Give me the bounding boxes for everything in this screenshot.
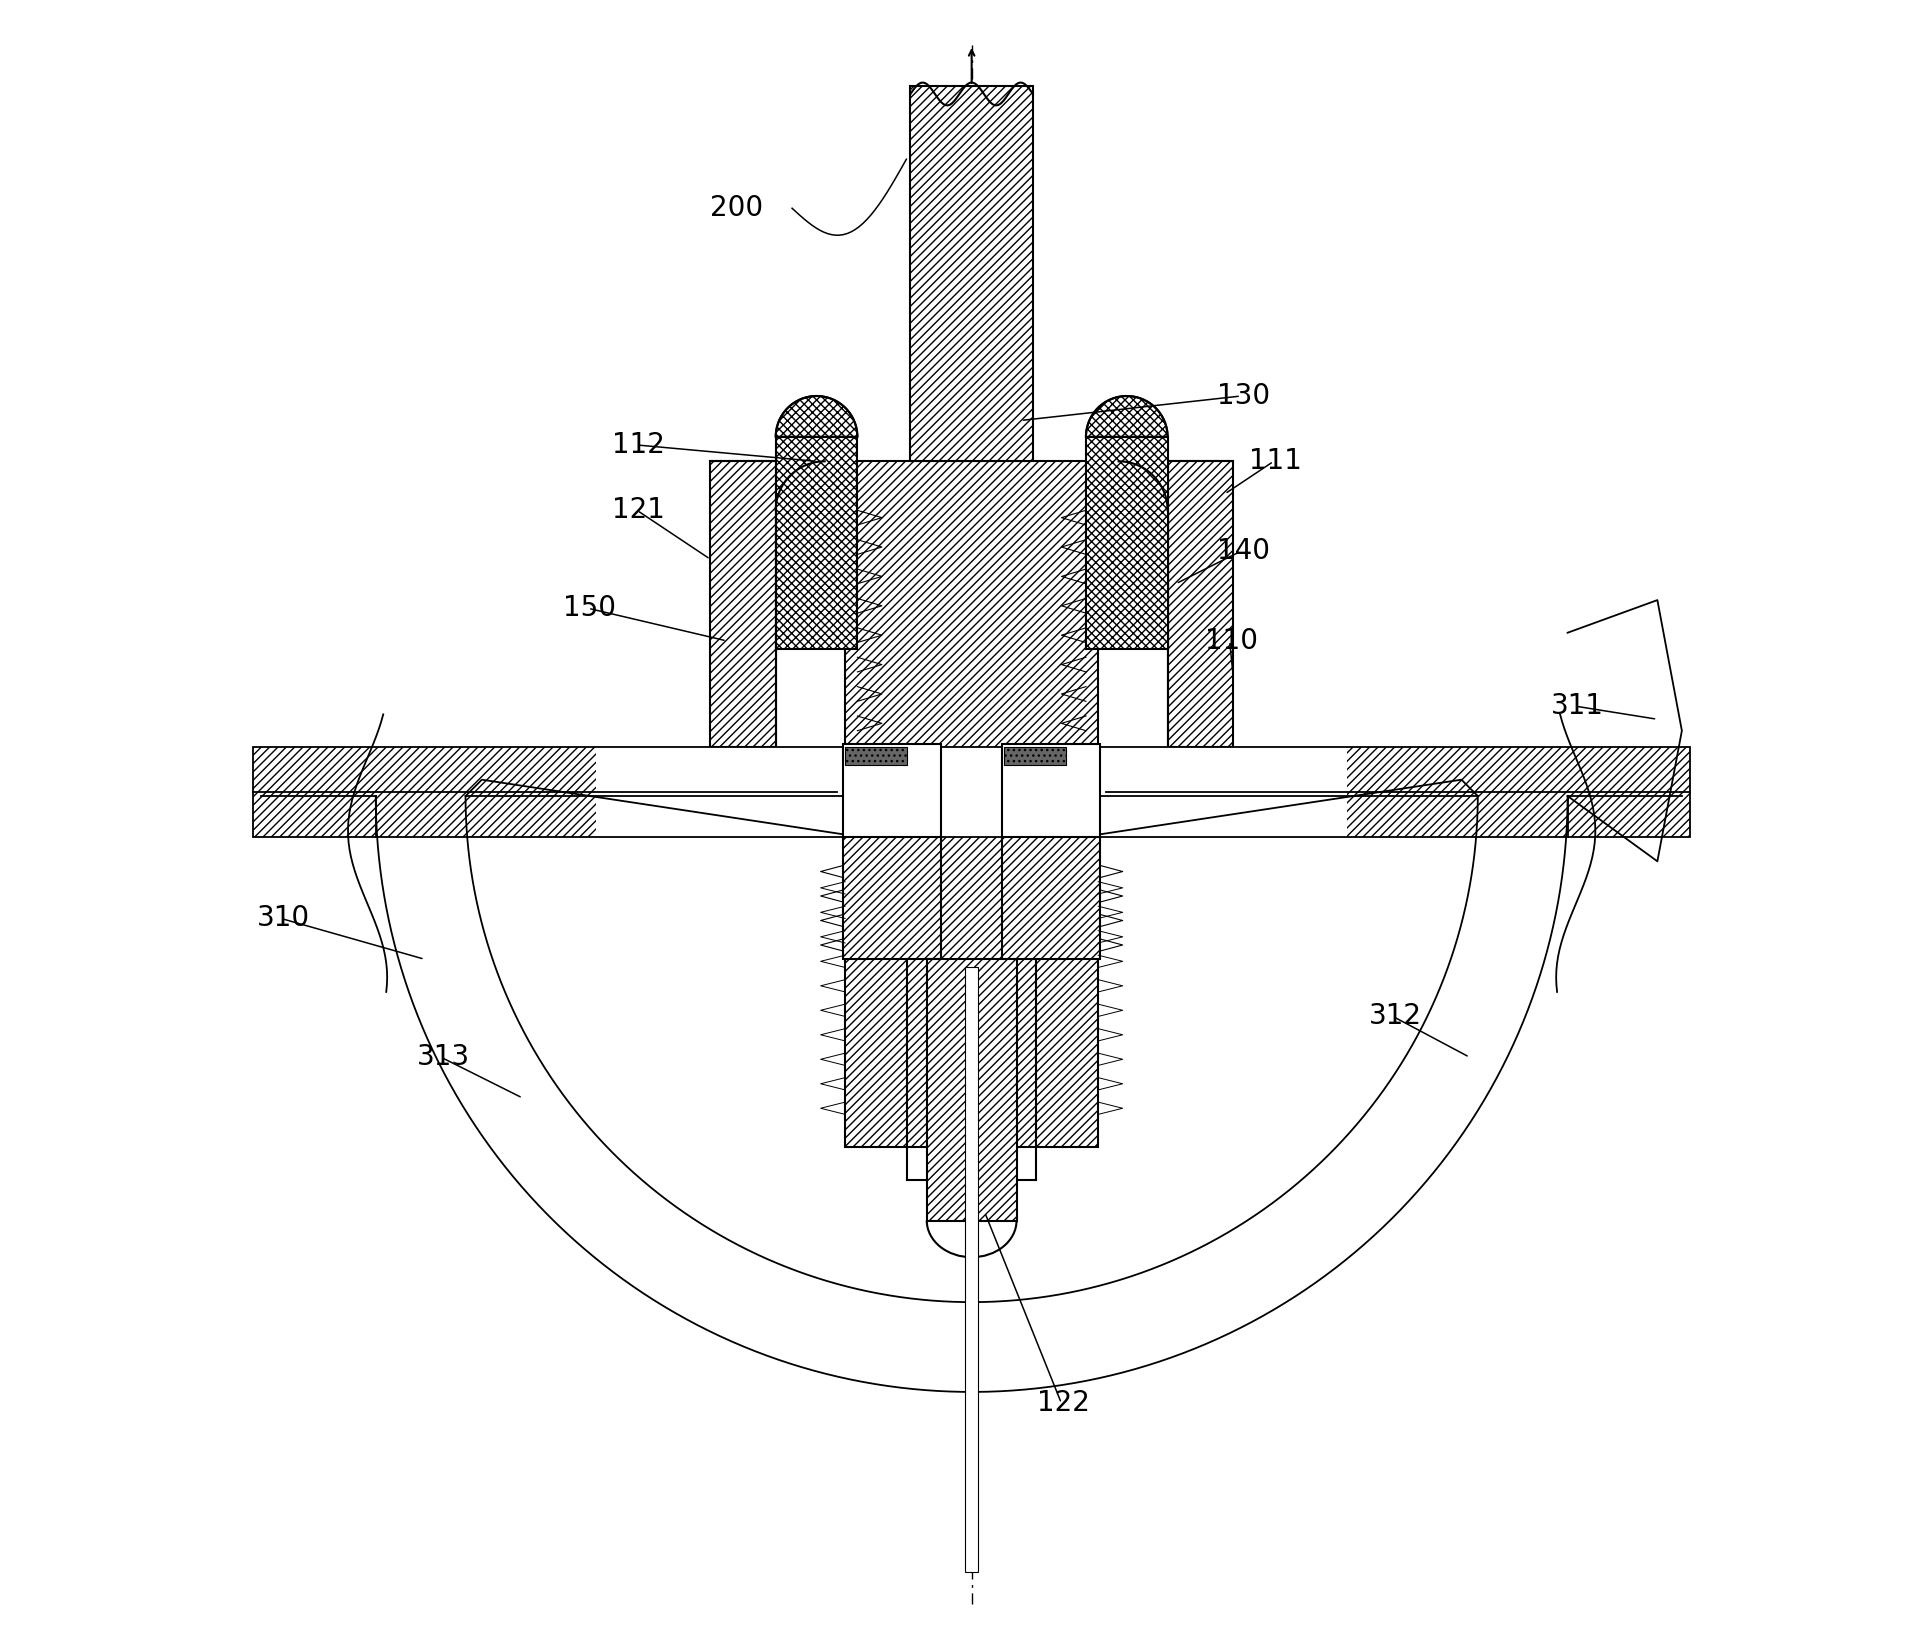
Text: 312: 312	[1368, 1003, 1422, 1031]
Bar	[1087, 437, 1168, 650]
Bar	[927, 960, 1017, 1221]
Bar	[252, 747, 595, 837]
Bar	[846, 461, 1098, 1147]
Bar	[1002, 837, 1100, 960]
Bar	[844, 837, 942, 960]
Bar	[910, 85, 1033, 461]
Bar	[777, 437, 858, 650]
Bar	[1087, 437, 1168, 650]
Bar	[910, 85, 1033, 461]
Bar	[1004, 747, 1066, 765]
Bar	[844, 743, 942, 840]
Text: 150: 150	[563, 594, 617, 622]
Bar	[846, 747, 908, 765]
Text: 140: 140	[1216, 537, 1270, 565]
Text: 130: 130	[1216, 382, 1270, 410]
Text: 313: 313	[416, 1044, 470, 1072]
Text: 200: 200	[711, 194, 763, 222]
Bar	[1002, 743, 1100, 840]
Text: 311: 311	[1551, 693, 1605, 720]
Text: 112: 112	[613, 432, 665, 459]
Text: 122: 122	[1037, 1390, 1091, 1418]
Text: 121: 121	[613, 496, 665, 523]
Bar	[252, 747, 1690, 837]
Bar	[1168, 461, 1233, 747]
Text: 110: 110	[1204, 627, 1258, 655]
Text: 310: 310	[256, 904, 310, 932]
Text: 111: 111	[1249, 448, 1303, 476]
Bar	[711, 461, 777, 747]
Bar	[1347, 747, 1690, 837]
Bar	[965, 968, 979, 1572]
Bar	[777, 437, 858, 650]
